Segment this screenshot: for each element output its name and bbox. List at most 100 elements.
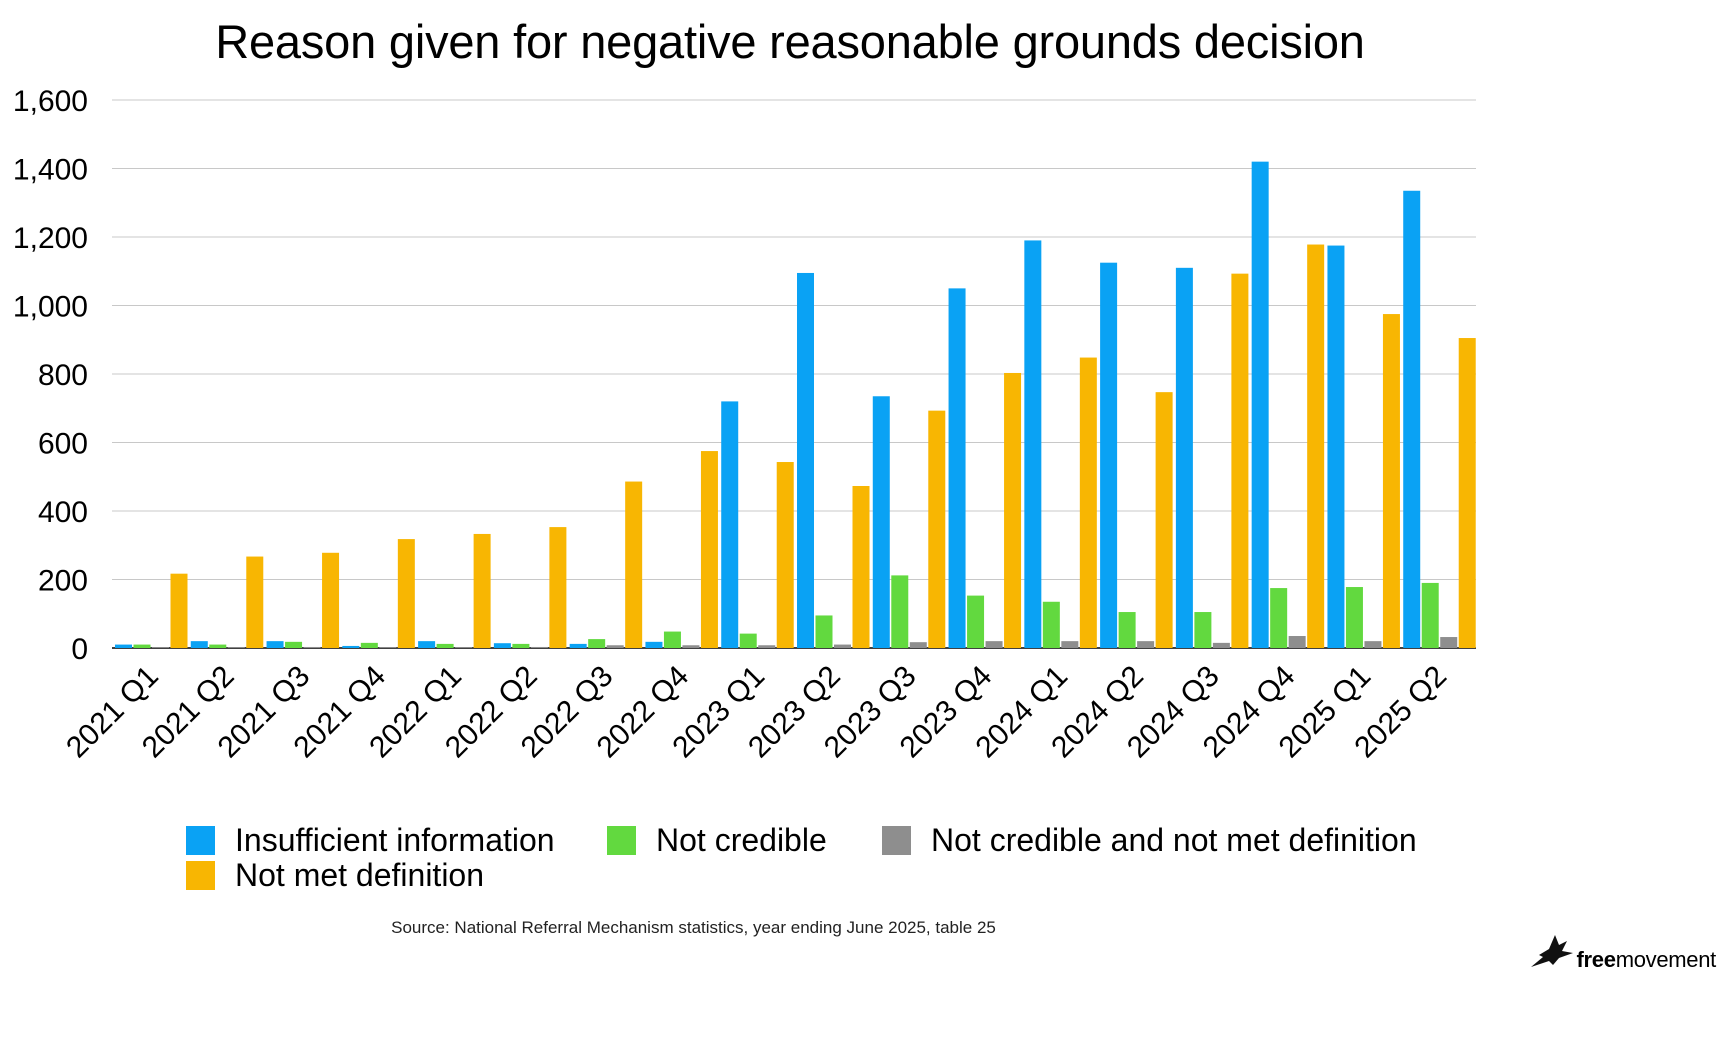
- bar-not-credible-2024-q1: [1042, 601, 1060, 648]
- bar-not-met-definition-2024-q1: [1079, 357, 1097, 648]
- bar-not-credible-2021-q3: [285, 641, 303, 648]
- bar-not-credible-and-not-met-definition-2022-q2: [530, 646, 548, 648]
- brand-name-regular: movement: [1615, 947, 1717, 972]
- bar-not-credible-2023-q4: [967, 595, 985, 648]
- bar-not-credible-and-not-met-definition-2024-q3: [1212, 642, 1230, 648]
- bar-not-credible-and-not-met-definition-2024-q1: [1061, 641, 1079, 648]
- bar-insufficient-information-2024-q3: [1175, 267, 1193, 648]
- bar-insufficient-information-2025-q2: [1403, 190, 1421, 648]
- bar-not-credible-2021-q4: [360, 642, 378, 648]
- y-tick-label: 1,000: [13, 291, 88, 324]
- bar-not-met-definition-2022-q1: [473, 533, 491, 648]
- bar-not-credible-and-not-met-definition-2022-q3: [606, 645, 624, 648]
- bar-not-credible-2022-q1: [436, 643, 454, 648]
- bar-not-credible-2022-q3: [588, 639, 606, 648]
- bar-not-credible-2025-q1: [1345, 587, 1363, 648]
- bar-not-met-definition-2021-q1: [170, 573, 188, 648]
- bar-not-credible-2024-q2: [1118, 612, 1136, 648]
- bar-insufficient-information-2024-q1: [1024, 240, 1042, 649]
- bar-chart: 0 200 400 600 800 1,000 1,200 1,400 1,600 2021 Q…: [13, 85, 1476, 765]
- y-tick-label: 1,400: [13, 154, 88, 187]
- legend-label: Not met definition: [235, 857, 485, 893]
- brand-logo: freemovement: [1529, 931, 1716, 971]
- y-tick-label: 1,200: [13, 222, 88, 255]
- bar-not-credible-2021-q2: [209, 644, 227, 648]
- bar-insufficient-information-2022-q4: [645, 641, 663, 648]
- bar-not-credible-2024-q4: [1270, 588, 1288, 648]
- bar-not-met-definition-2024-q2: [1155, 392, 1173, 648]
- bar-not-credible-and-not-met-definition-2024-q4: [1288, 636, 1306, 648]
- bird-logo-icon: [1530, 935, 1573, 967]
- legend-item-insufficient-information: Insufficient information: [186, 822, 555, 859]
- legend-item-not-met-definition: Not met definition: [186, 857, 484, 894]
- bar-insufficient-information-2021-q4: [342, 645, 360, 648]
- bar-not-credible-2024-q3: [1194, 612, 1212, 648]
- bar-not-credible-and-not-met-definition-2025-q1: [1364, 641, 1382, 648]
- bar-not-credible-and-not-met-definition-2023-q3: [909, 642, 927, 648]
- y-tick-label: 200: [38, 565, 88, 598]
- y-tick-label: 400: [38, 496, 88, 529]
- brand-name-bold: free: [1576, 947, 1616, 972]
- y-axis-tick-labels: 0 200 400 600 800 1,000 1,200 1,400 1,600: [13, 85, 88, 666]
- bar-not-credible-and-not-met-definition-2021-q4: [379, 647, 397, 648]
- bar-not-credible-and-not-met-definition-2023-q1: [758, 645, 776, 648]
- bar-insufficient-information-2021-q3: [266, 641, 284, 648]
- bars: [115, 161, 1476, 649]
- bar-not-credible-2025-q2: [1421, 582, 1439, 648]
- legend-swatch-blue: [186, 826, 215, 855]
- legend-label: Not credible: [656, 822, 827, 858]
- bar-not-met-definition-2021-q2: [246, 556, 264, 648]
- bar-not-met-definition-2021-q3: [322, 552, 340, 648]
- bar-not-met-definition-2024-q4: [1307, 244, 1325, 648]
- bar-not-credible-and-not-met-definition-2024-q2: [1137, 641, 1155, 648]
- chart-title: Reason given for negative reasonable gro…: [215, 15, 1365, 68]
- legend-item-not-credible-and-not-met-definition: Not credible and not met definition: [882, 822, 1417, 859]
- bar-not-credible-2022-q2: [512, 643, 530, 648]
- bar-insufficient-information-2023-q4: [948, 288, 966, 648]
- bar-not-credible-2023-q3: [891, 575, 909, 648]
- bar-insufficient-information-2023-q1: [721, 401, 739, 648]
- bar-insufficient-information-2021-q1: [115, 644, 132, 648]
- bar-not-met-definition-2023-q4: [1004, 372, 1022, 648]
- bar-not-credible-2023-q2: [815, 615, 833, 648]
- bar-not-met-definition-2025-q1: [1382, 314, 1400, 648]
- bar-insufficient-information-2021-q2: [190, 641, 208, 648]
- legend-label: Not credible and not met definition: [931, 822, 1417, 858]
- brand-name: freemovement: [1576, 947, 1717, 972]
- source-note: Source: National Referral Mechanism stat…: [391, 918, 996, 937]
- bar-not-met-definition-2022-q2: [549, 527, 567, 648]
- bar-insufficient-information-2022-q2: [493, 643, 511, 648]
- legend-item-not-credible: Not credible: [607, 822, 827, 859]
- bar-not-credible-2022-q4: [663, 631, 681, 648]
- bar-not-met-definition-2024-q3: [1231, 273, 1249, 648]
- bar-not-credible-and-not-met-definition-2023-q2: [834, 644, 851, 648]
- bar-not-credible-and-not-met-definition-2021-q2: [227, 647, 245, 648]
- legend-swatch-yellow: [186, 861, 215, 890]
- bar-not-met-definition-2022-q4: [700, 451, 718, 648]
- bar-not-met-definition-2023-q2: [852, 485, 870, 648]
- bar-insufficient-information-2022-q3: [569, 643, 587, 648]
- bar-insufficient-information-2022-q1: [418, 641, 436, 648]
- y-tick-label: 800: [38, 359, 88, 392]
- bar-not-met-definition-2023-q1: [776, 462, 794, 648]
- y-tick-label: 1,600: [13, 85, 88, 118]
- y-tick-label: 600: [38, 428, 88, 461]
- legend-swatch-green: [607, 826, 636, 855]
- bar-not-credible-and-not-met-definition-2022-q4: [682, 645, 700, 648]
- bar-insufficient-information-2023-q2: [797, 272, 814, 648]
- bar-not-credible-and-not-met-definition-2023-q4: [985, 641, 1003, 648]
- legend-label: Insufficient information: [235, 822, 555, 858]
- bar-not-met-definition-2025-q2: [1458, 338, 1476, 648]
- gridlines: [112, 99, 1476, 649]
- bar-insufficient-information-2024-q2: [1100, 262, 1118, 648]
- bar-insufficient-information-2023-q3: [872, 396, 890, 648]
- bar-not-met-definition-2022-q3: [625, 481, 643, 648]
- bar-not-met-definition-2023-q3: [928, 410, 946, 648]
- bar-insufficient-information-2025-q1: [1327, 245, 1345, 648]
- bar-not-met-definition-2021-q4: [397, 539, 415, 648]
- y-tick-label: 0: [71, 633, 88, 666]
- bar-not-credible-and-not-met-definition-2022-q1: [455, 647, 473, 648]
- bar-not-credible-and-not-met-definition-2025-q2: [1440, 637, 1458, 648]
- bar-not-credible-2023-q1: [739, 633, 757, 648]
